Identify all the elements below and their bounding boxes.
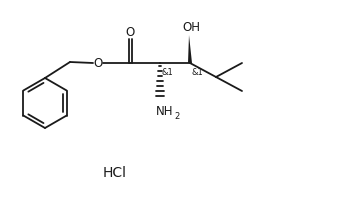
Text: O: O <box>125 26 134 39</box>
Text: &1: &1 <box>191 68 203 77</box>
Text: &1: &1 <box>161 68 173 77</box>
Text: OH: OH <box>182 21 200 34</box>
Text: 2: 2 <box>174 111 179 121</box>
Text: O: O <box>93 56 103 69</box>
Polygon shape <box>188 35 192 63</box>
Text: HCl: HCl <box>103 166 127 180</box>
Text: NH: NH <box>156 104 174 117</box>
